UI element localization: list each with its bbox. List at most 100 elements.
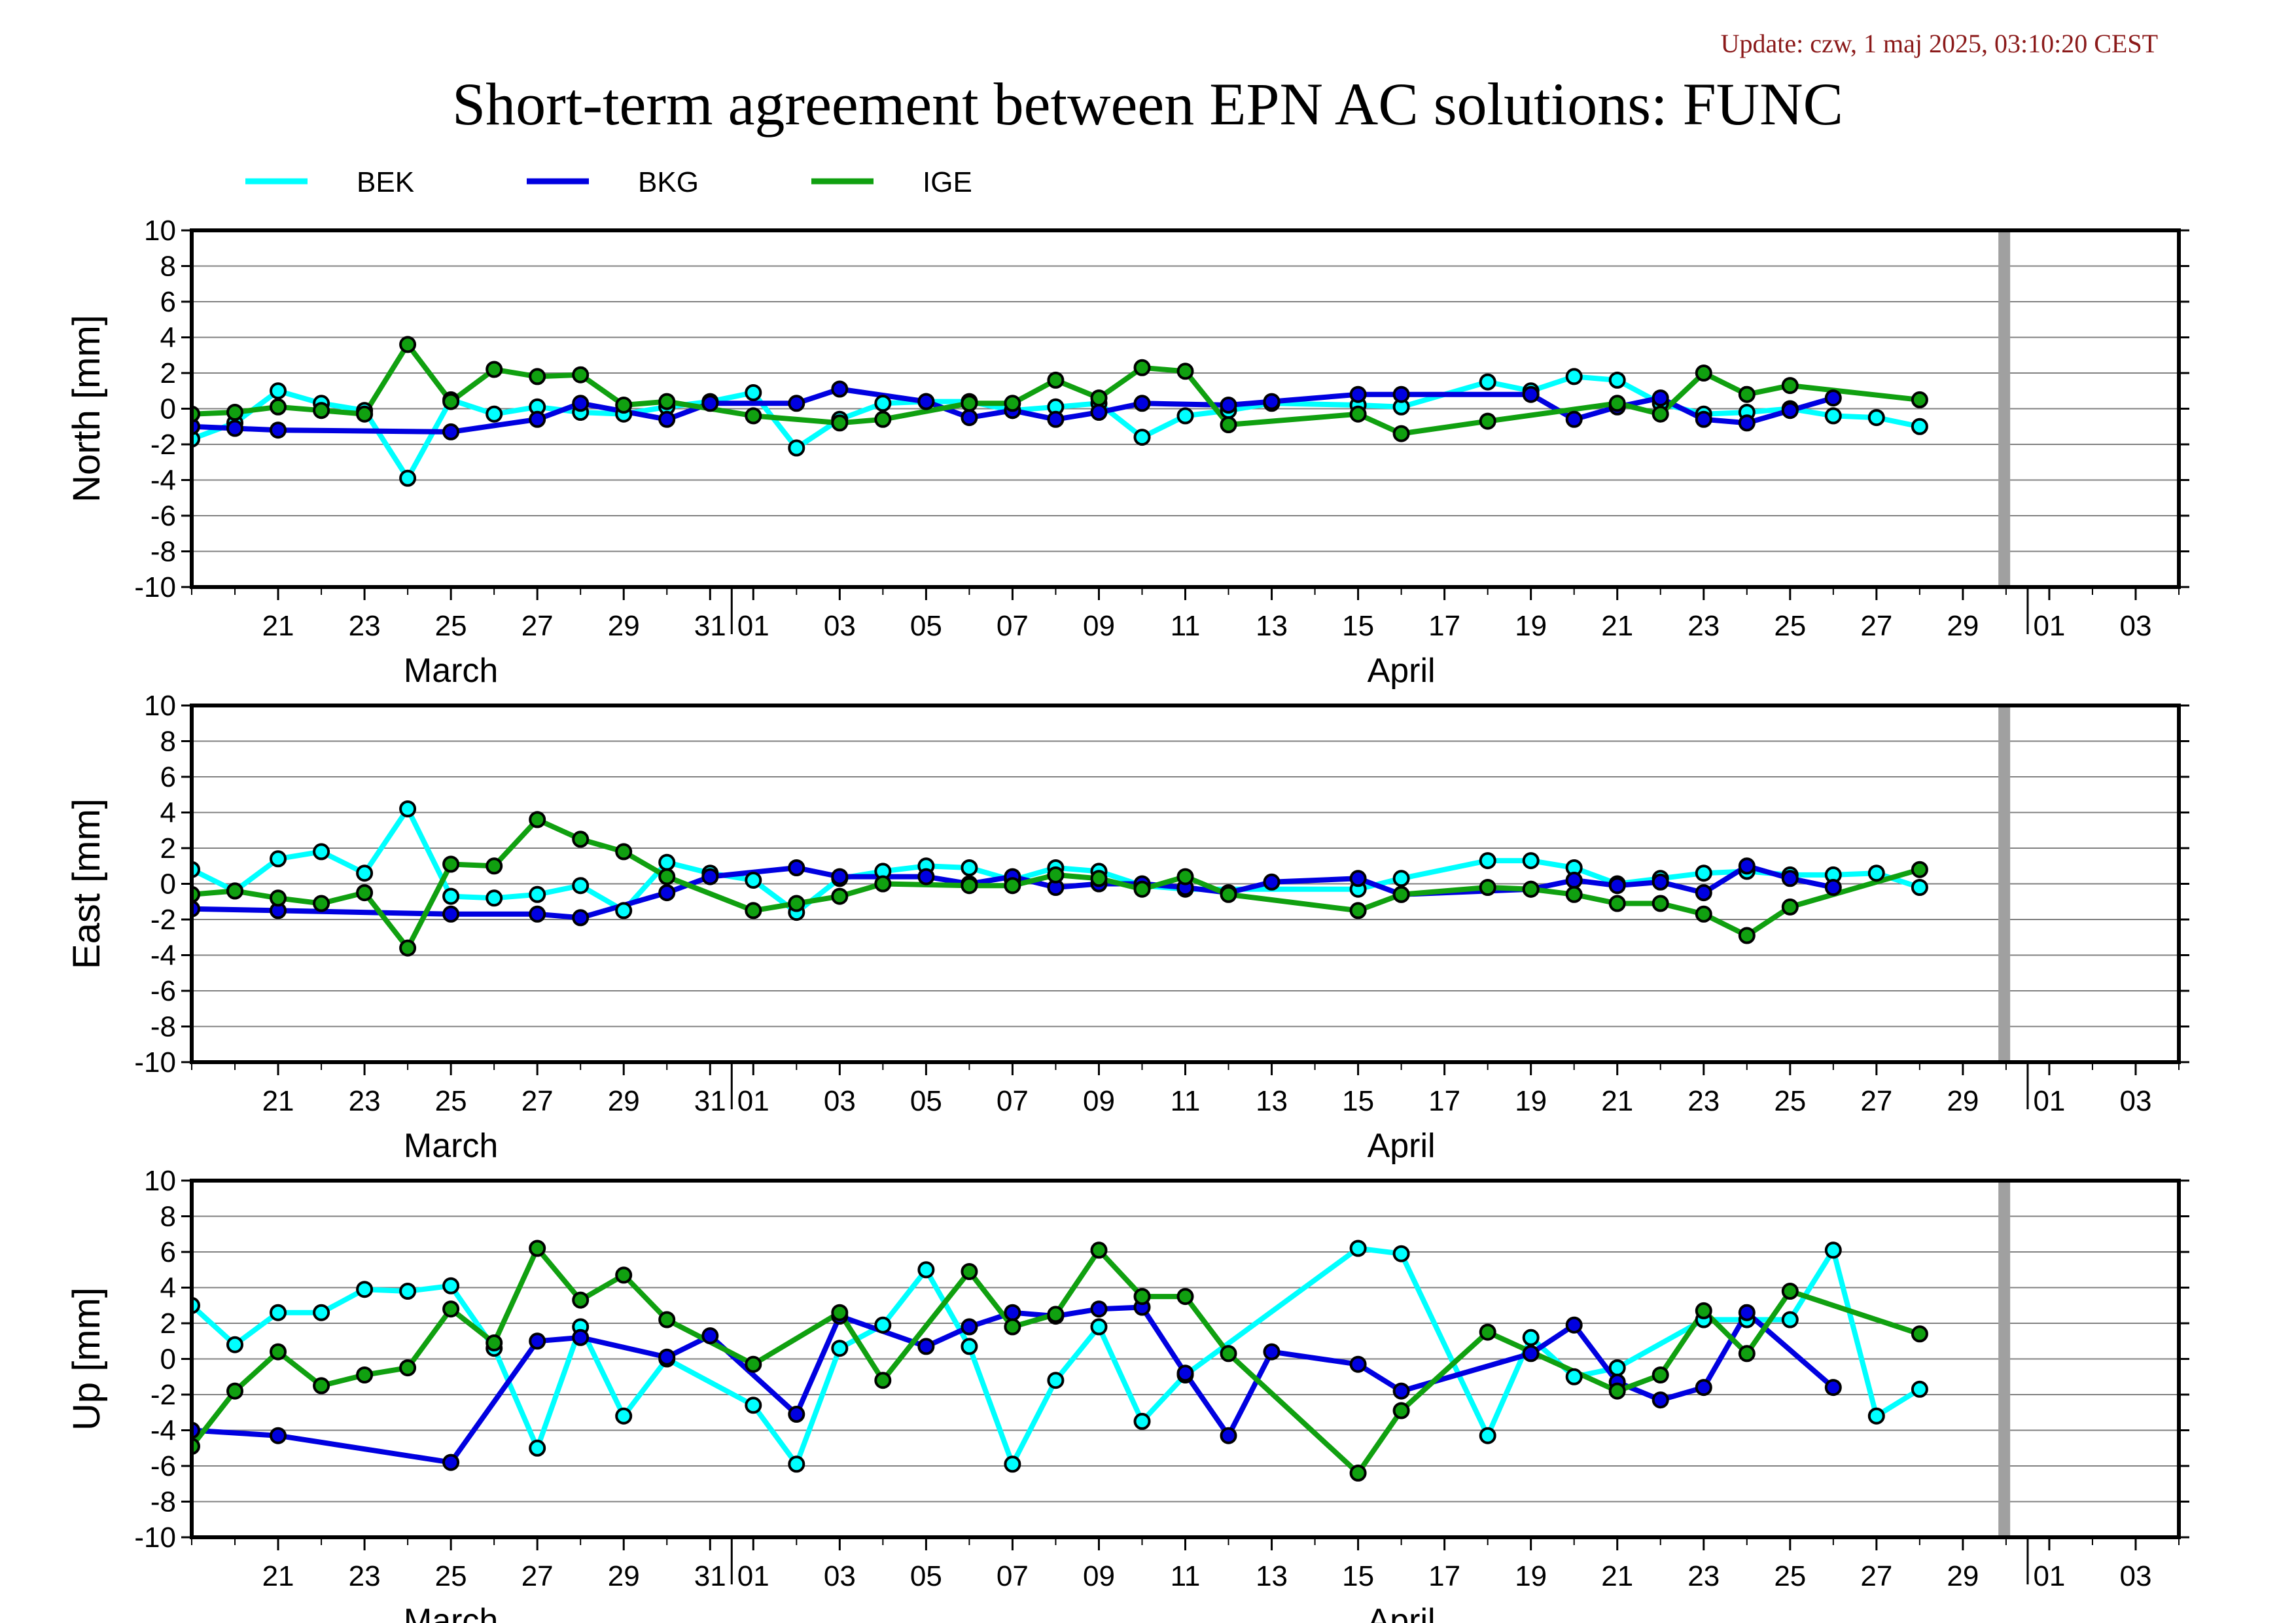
data-point-bek	[745, 384, 762, 401]
data-point-ige	[1608, 895, 1626, 912]
data-point-ige	[270, 889, 287, 907]
data-point-ige	[270, 398, 287, 416]
x-tick-label: 11	[1171, 610, 1201, 642]
data-point-ige	[1738, 385, 1756, 403]
data-point-ige	[831, 887, 849, 905]
x-tick-label: 21	[1601, 610, 1633, 642]
data-point-ige	[356, 1366, 374, 1383]
data-point-bek	[270, 382, 287, 400]
data-point-ige	[442, 855, 460, 873]
y-tick-label: 2	[160, 357, 176, 389]
x-tick-label: 21	[1601, 1085, 1633, 1117]
y-tick-label: -6	[150, 975, 176, 1007]
data-point-ige	[1133, 359, 1151, 376]
data-point-ige	[615, 397, 633, 414]
data-point-bkg	[1263, 873, 1280, 891]
month-label: April	[1368, 1602, 1436, 1623]
x-tick-label: 03	[2120, 1085, 2152, 1117]
data-point-ige	[1349, 405, 1367, 423]
data-point-bkg	[1263, 393, 1280, 410]
y-tick-label: -8	[150, 1011, 176, 1043]
legend-label-bek: BEK	[357, 166, 414, 198]
data-point-bkg	[1651, 1391, 1669, 1409]
data-point-ige	[961, 877, 978, 895]
data-point-ige	[1004, 877, 1021, 895]
x-tick-label: 13	[1256, 1560, 1288, 1592]
data-point-ige	[658, 1311, 676, 1329]
data-point-ige	[1695, 905, 1712, 923]
y-tick-label: -4	[150, 465, 176, 497]
x-tick-label: 01	[737, 610, 769, 642]
data-point-bek	[1133, 1412, 1151, 1430]
y-tick-label: -2	[150, 1379, 176, 1411]
data-point-bkg	[1824, 1379, 1842, 1397]
month-label: April	[1368, 1127, 1436, 1165]
y-tick-label: 4	[160, 1272, 176, 1304]
data-point-ige	[831, 1304, 849, 1321]
x-tick-label: 11	[1171, 1560, 1201, 1592]
data-point-bek	[615, 1407, 633, 1425]
data-point-bek	[1867, 865, 1885, 882]
data-point-bkg	[831, 380, 849, 398]
x-tick-label: 11	[1171, 1085, 1201, 1117]
x-tick-label: 21	[262, 610, 294, 642]
data-point-bek	[1522, 852, 1540, 870]
data-point-bkg	[701, 1327, 719, 1345]
data-point-bkg	[1738, 1304, 1756, 1321]
data-point-bkg	[701, 395, 719, 412]
data-point-bkg	[917, 393, 935, 410]
data-point-bkg	[572, 395, 590, 412]
data-point-bkg	[917, 868, 935, 885]
x-tick-label: 21	[262, 1085, 294, 1117]
data-point-bkg	[1608, 877, 1626, 895]
data-point-ige	[442, 393, 460, 410]
data-point-ige	[788, 895, 805, 912]
current-date-bar	[1998, 1181, 2011, 1537]
data-point-ige	[1695, 365, 1712, 382]
month-label: March	[404, 652, 498, 690]
data-point-bkg	[917, 1338, 935, 1355]
data-point-ige	[961, 395, 978, 412]
data-point-ige	[1220, 885, 1237, 903]
data-point-bkg	[1392, 385, 1410, 403]
x-tick-label: 01	[2033, 1560, 2065, 1592]
data-point-bek	[442, 1277, 460, 1294]
data-point-ige	[1911, 1325, 1928, 1343]
x-tick-label: 31	[694, 1085, 726, 1117]
data-point-ige	[399, 336, 417, 353]
data-point-bkg	[1565, 410, 1583, 428]
x-tick-label: 17	[1428, 610, 1460, 642]
data-point-ige	[529, 1240, 546, 1257]
data-point-bkg	[1220, 1427, 1237, 1444]
data-point-ige	[226, 1382, 243, 1400]
data-point-bkg	[1522, 1345, 1540, 1363]
x-tick-label: 27	[521, 1085, 554, 1117]
data-point-ige	[270, 1343, 287, 1361]
data-point-ige	[1911, 391, 1928, 408]
y-tick-label: -6	[150, 1450, 176, 1482]
data-point-ige	[874, 1372, 892, 1389]
data-point-bkg	[529, 905, 546, 923]
data-point-ige	[1004, 1318, 1021, 1336]
chart-title: Short-term agreement between EPN AC solu…	[452, 71, 1843, 137]
y-tick-label: 0	[160, 1344, 176, 1376]
x-tick-label: 03	[824, 610, 856, 642]
data-point-bek	[961, 1338, 978, 1355]
data-point-bek	[529, 1439, 546, 1457]
data-point-ige	[1608, 395, 1626, 412]
data-point-ige	[486, 857, 503, 875]
x-tick-label: 07	[997, 1560, 1029, 1592]
series-group	[192, 1240, 1928, 1482]
data-point-bek	[1608, 371, 1626, 389]
data-point-bkg	[1133, 395, 1151, 412]
x-tick-label: 25	[435, 610, 467, 642]
data-point-ige	[1781, 898, 1799, 916]
data-point-bkg	[1738, 857, 1756, 875]
data-point-bkg	[270, 421, 287, 439]
data-point-ige	[745, 1355, 762, 1373]
data-point-bek	[1047, 1372, 1065, 1389]
data-point-ige	[572, 830, 590, 848]
x-tick-label: 27	[521, 1560, 554, 1592]
data-point-bkg	[1781, 870, 1799, 887]
panel-frame	[190, 704, 2181, 1064]
